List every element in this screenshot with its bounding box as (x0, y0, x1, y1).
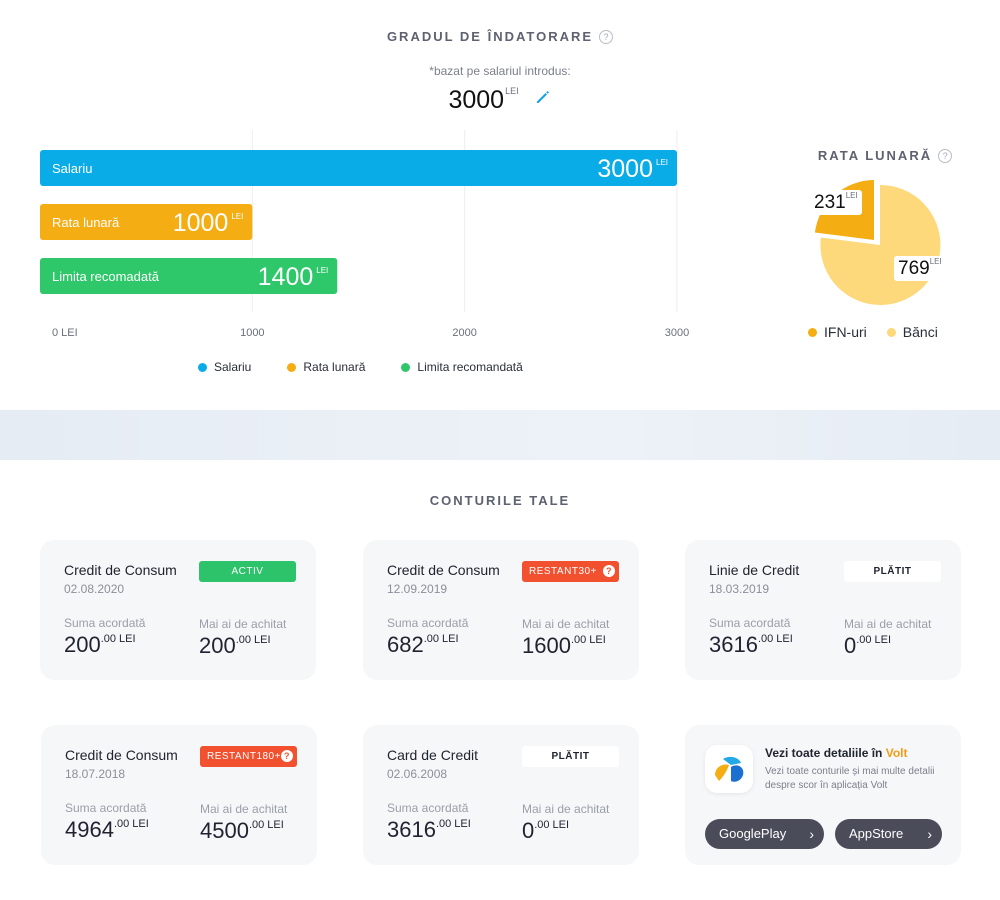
promo-title: Vezi toate detaliile în Volt (765, 746, 908, 760)
account-card[interactable]: Linie de Credit 18.03.2019 PLĂTIT Suma a… (685, 540, 961, 680)
account-name: Linie de Credit (709, 562, 800, 578)
legend-item-limita: Limita recomandată (401, 360, 523, 374)
account-card[interactable]: Card de Credit 02.06.2008 PLĂTIT Suma ac… (363, 725, 639, 865)
pie-label-banci: 769LEI (894, 256, 946, 281)
bar-category-label: Limita recomadată (52, 269, 160, 284)
remaining-amount: 0.00 LEI (844, 633, 892, 658)
status-badge[interactable]: RESTANT180+? (200, 746, 297, 767)
remaining-label: Mai ai de achitat (199, 617, 287, 631)
debt-bar-chart: 0 LEI 1000 2000 3000 Salariu 3000 LEI Rata luna… (0, 0, 760, 410)
pie-legend-banci: Bănci (886, 324, 938, 340)
help-icon: ? (281, 750, 293, 762)
app-store-button[interactable]: AppStore › (835, 819, 942, 849)
status-badge: ACTIV (199, 561, 296, 582)
chevron-right-icon: › (927, 826, 932, 842)
legend-item-salariu: Salariu (198, 360, 251, 374)
chevron-right-icon: › (809, 826, 814, 842)
remaining-amount: 4500.00 LEI (200, 818, 284, 843)
x-tick-label: 2000 (452, 327, 476, 339)
account-card[interactable]: Credit de Consum 12.09.2019 RESTANT30+? … (363, 540, 639, 680)
google-play-button[interactable]: GooglePlay › (705, 819, 824, 849)
remaining-amount: 0.00 LEI (522, 818, 570, 843)
bar (40, 204, 253, 240)
granted-amount: 200.00 LEI (64, 632, 136, 657)
help-icon: ? (603, 565, 615, 577)
bar-value-label: 1000 (173, 209, 229, 237)
granted-label: Suma acordată (65, 801, 147, 815)
debt-ratio-section: GRADUL DE ÎNDATORARE? *bazat pe salariul… (0, 0, 1000, 410)
salary-basis-note: *bazat pe salariul introdus: (429, 64, 571, 78)
granted-amount: 3616.00 LEI (709, 632, 793, 657)
legend-item-rata-lunara: Rata lunară (287, 360, 365, 374)
granted-label: Suma acordată (709, 616, 791, 630)
remaining-amount: 200.00 LEI (199, 633, 271, 658)
volt-app-icon (705, 745, 753, 793)
account-name: Card de Credit (387, 747, 479, 763)
bar-value-label: 3000 (597, 155, 653, 183)
granted-amount: 4964.00 LEI (65, 817, 149, 842)
remaining-amount: 1600.00 LEI (522, 633, 606, 658)
accounts-title: CONTURILE TALE (429, 493, 571, 508)
bar-category-label: Salariu (52, 161, 92, 176)
bar-value-unit: LEI (231, 212, 243, 221)
bar (40, 150, 677, 186)
account-date: 18.03.2019 (709, 582, 770, 596)
status-badge[interactable]: RESTANT30+? (522, 561, 619, 582)
remaining-label: Mai ai de achitat (522, 617, 610, 631)
granted-label: Suma acordată (387, 801, 469, 815)
bar-value-unit: LEI (656, 158, 668, 167)
volt-promo-card: Vezi toate detaliile în Volt Vezi toate … (685, 725, 961, 865)
account-name: Credit de Consum (65, 747, 178, 763)
salary-value: 3000LEI (0, 84, 1000, 115)
granted-amount: 3616.00 LEI (387, 817, 471, 842)
debt-ratio-title: GRADUL DE ÎNDATORARE? (0, 29, 1000, 44)
pie-label-ifn: 231LEI (810, 190, 862, 215)
account-date: 02.06.2008 (387, 767, 448, 781)
status-badge: PLĂTIT (522, 746, 619, 767)
account-card[interactable]: Credit de Consum 18.07.2018 RESTANT180+?… (41, 725, 317, 865)
account-card[interactable]: Credit de Consum 02.08.2020 ACTIV Suma a… (40, 540, 316, 680)
help-icon[interactable]: ? (938, 149, 953, 163)
x-tick-label: 0 LEI (52, 327, 78, 339)
pie-legend: IFN-uri Bănci (808, 324, 938, 340)
account-date: 18.07.2018 (65, 767, 126, 781)
x-tick-label: 3000 (665, 327, 689, 339)
monthly-rate-title: RATA LUNARĂ? (805, 148, 965, 163)
bar (40, 258, 338, 294)
granted-label: Suma acordată (64, 616, 146, 630)
pie-legend-ifn: IFN-uri (808, 324, 867, 340)
section-divider-band (0, 410, 1000, 460)
bar-value-label: 1400 (258, 263, 314, 291)
monthly-rate-pie: 231LEI 769LEI (790, 170, 970, 320)
account-name: Credit de Consum (387, 562, 500, 578)
account-date: 12.09.2019 (387, 582, 448, 596)
promo-text: Vezi toate conturile și mai multe detali… (765, 766, 935, 791)
pencil-icon[interactable] (534, 84, 552, 103)
remaining-label: Mai ai de achitat (844, 617, 932, 631)
remaining-label: Mai ai de achitat (522, 802, 610, 816)
granted-amount: 682.00 LEI (387, 632, 459, 657)
help-icon[interactable]: ? (599, 30, 614, 44)
account-date: 02.08.2020 (64, 582, 125, 596)
status-badge: PLĂTIT (844, 561, 941, 582)
granted-label: Suma acordată (387, 616, 469, 630)
chart-legend: Salariu Rata lunară Limita recomandată (198, 360, 523, 374)
x-tick-label: 1000 (240, 327, 264, 339)
account-name: Credit de Consum (64, 562, 177, 578)
bar-category-label: Rata lunară (52, 215, 120, 230)
remaining-label: Mai ai de achitat (200, 802, 288, 816)
bar-value-unit: LEI (316, 266, 328, 275)
